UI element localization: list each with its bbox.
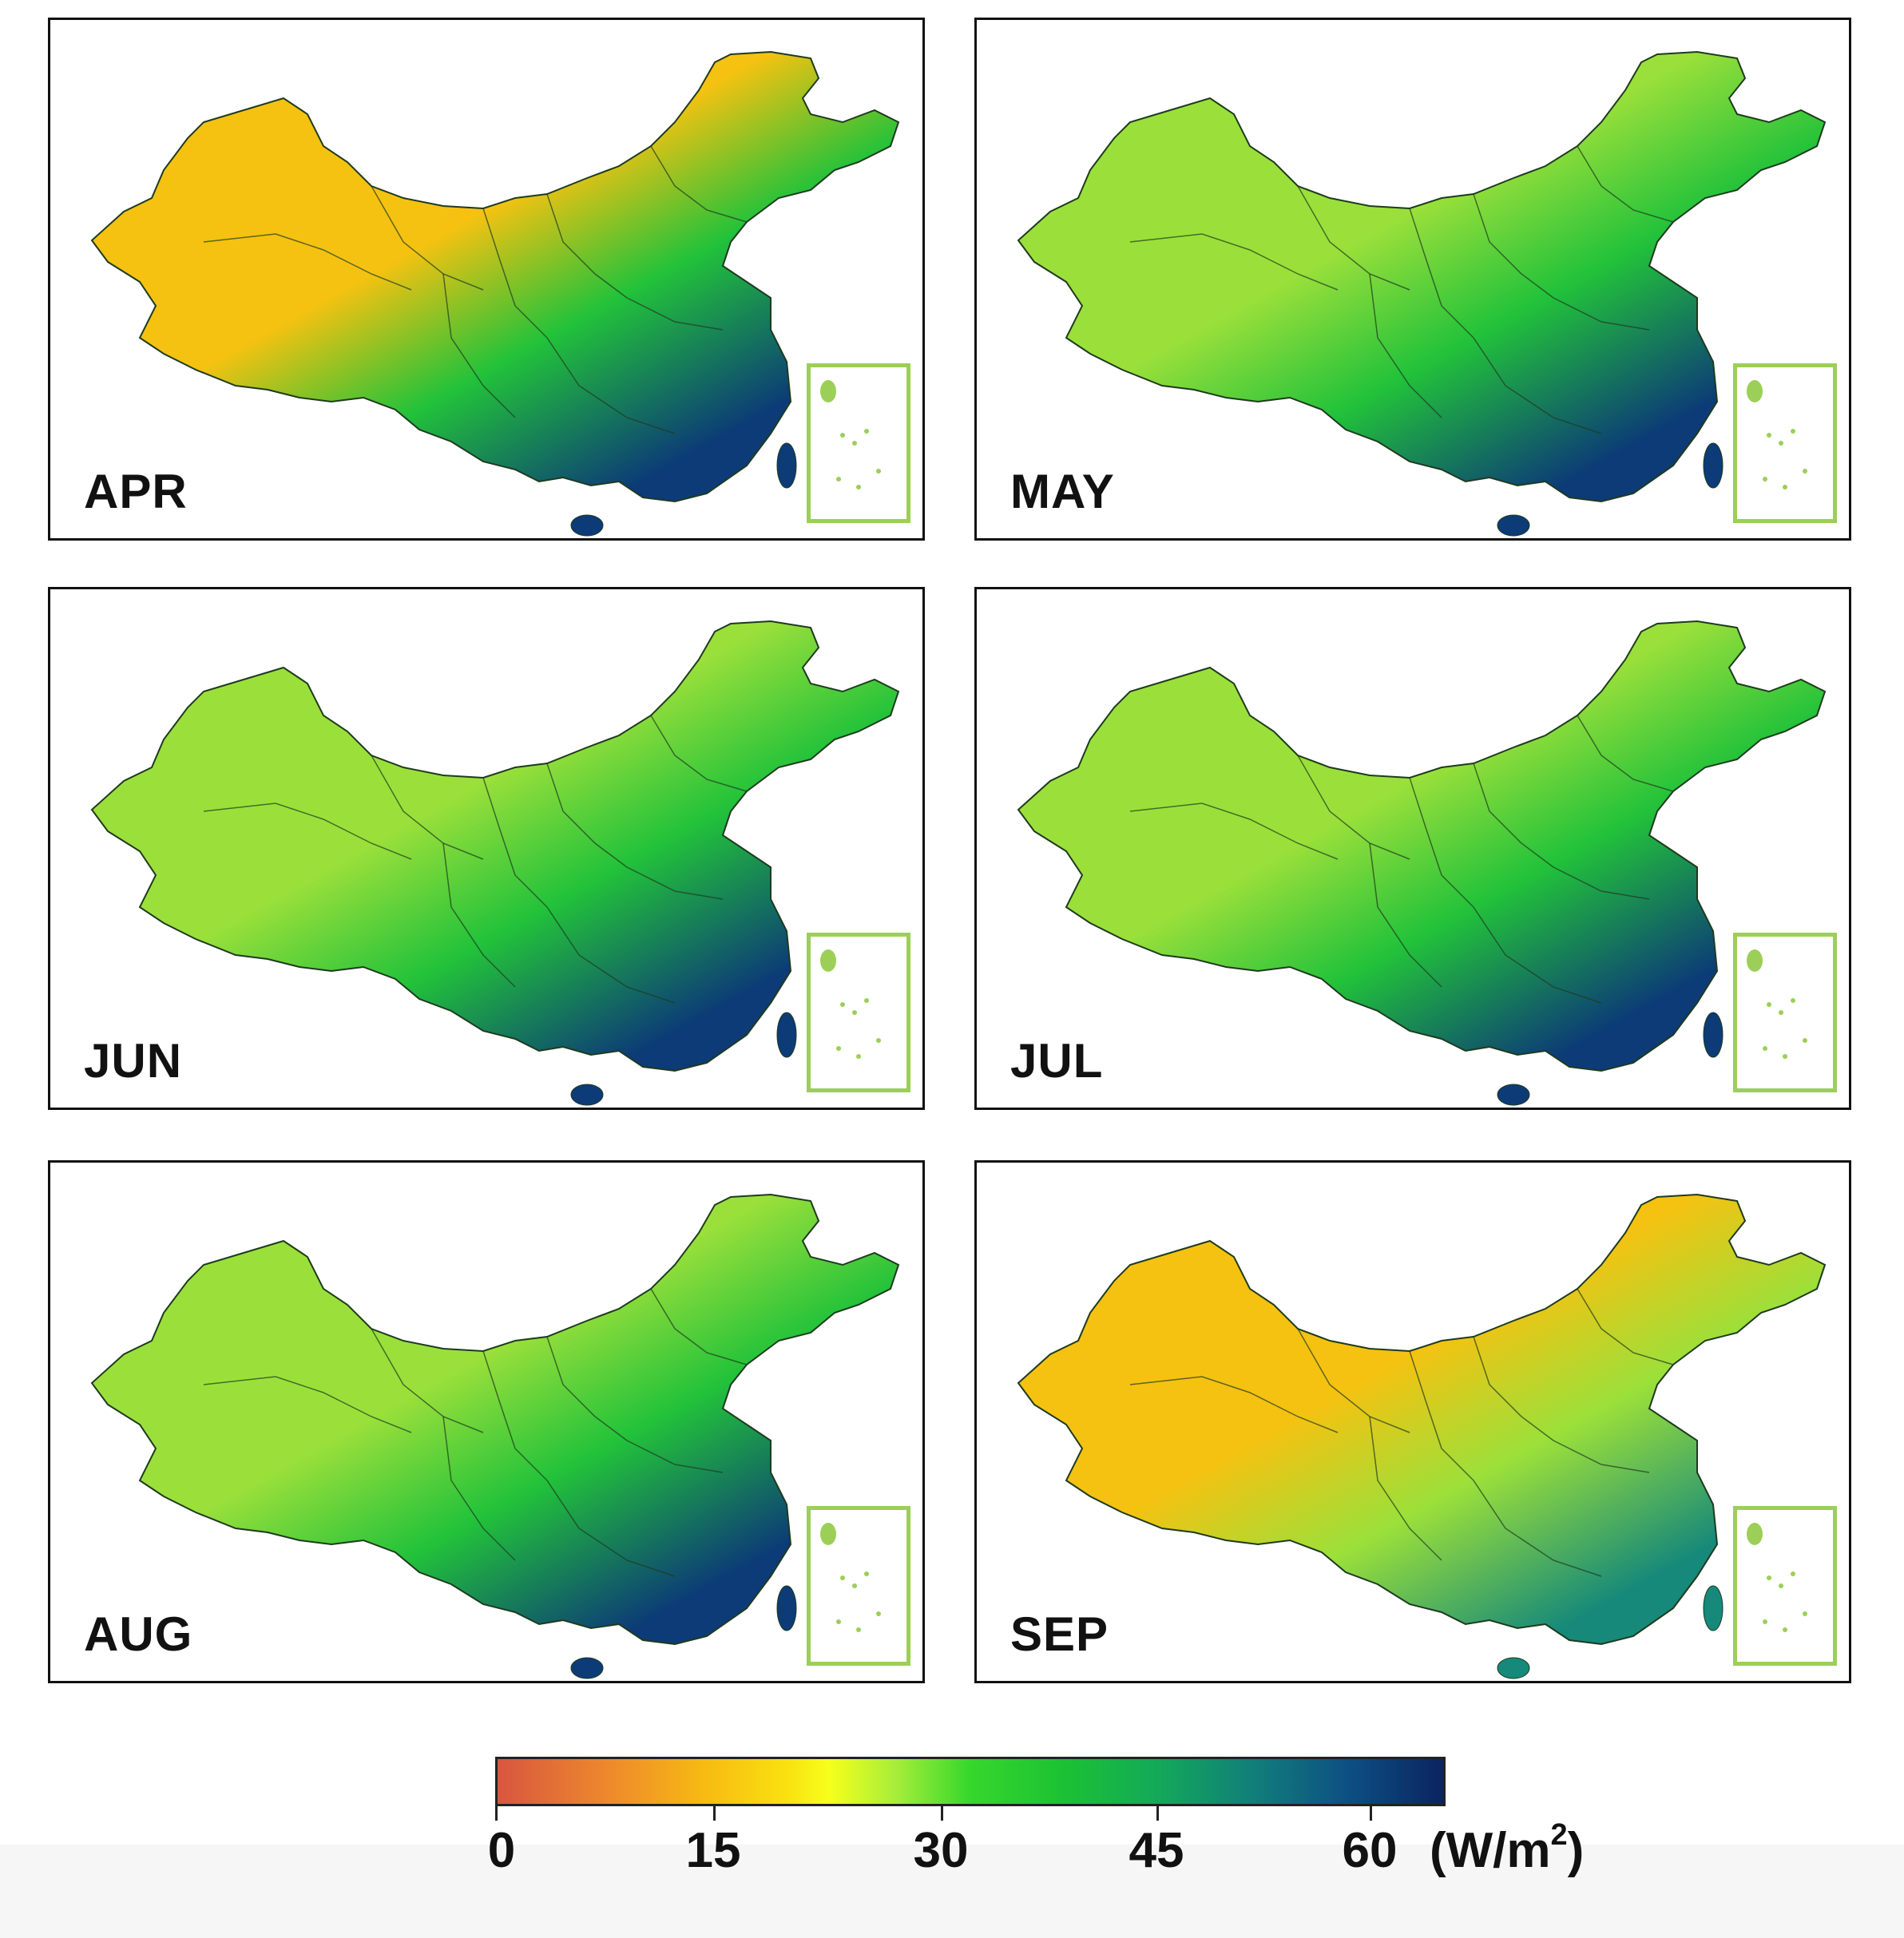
month-label-jul: JUL (1010, 1034, 1104, 1088)
colorbar (495, 1757, 1446, 1806)
map-panel-jul: JUL (974, 587, 1851, 1110)
month-label-sep: SEP (1010, 1607, 1109, 1661)
colorbar-tick (941, 1806, 943, 1821)
colorbar-tick-label: 30 (913, 1823, 969, 1878)
china-landmass (1017, 1193, 1827, 1679)
south-china-sea-inset (1733, 1506, 1837, 1666)
inset-islands (820, 380, 881, 489)
china-map-jul (1017, 620, 1827, 1106)
month-label-aug: AUG (84, 1607, 193, 1661)
colorbar-tick-label: 45 (1129, 1823, 1184, 1878)
colorbar-tick-label: 60 (1342, 1823, 1398, 1878)
china-map-sep (1017, 1193, 1827, 1679)
south-china-sea-inset (1733, 363, 1837, 523)
china-landmass (90, 1193, 900, 1679)
south-china-sea-inset (1733, 933, 1837, 1092)
inset-islands (1747, 1523, 1807, 1632)
colorbar-tick-label: 0 (487, 1823, 516, 1878)
colorbar-tick (713, 1806, 716, 1821)
inset-islands (820, 1523, 881, 1632)
south-china-sea-inset (807, 1506, 910, 1666)
colorbar-tick-label: 15 (685, 1823, 741, 1878)
month-label-may: MAY (1010, 465, 1115, 518)
map-panel-may: MAY (974, 18, 1851, 541)
colorbar-unit-label: (W/m2) (1430, 1820, 1585, 1879)
china-map-jun (90, 620, 900, 1106)
china-landmass (90, 620, 900, 1106)
map-panel-sep: SEP (974, 1160, 1851, 1683)
china-landmass (1017, 620, 1827, 1106)
inset-islands (1747, 949, 1807, 1059)
month-label-apr: APR (84, 465, 188, 518)
map-panel-aug: AUG (48, 1160, 925, 1683)
china-landmass (90, 50, 900, 537)
month-label-jun: JUN (84, 1034, 183, 1088)
colorbar-tick (495, 1806, 498, 1821)
china-map-may (1017, 50, 1827, 537)
inset-islands (1747, 380, 1807, 489)
colorbar-tick (1156, 1806, 1159, 1821)
map-panel-apr: APR (48, 18, 925, 541)
inset-islands (820, 949, 881, 1059)
unit-superscript: 2 (1550, 1818, 1568, 1852)
unit-prefix: (W/m (1430, 1823, 1551, 1878)
map-panel-jun: JUN (48, 587, 925, 1110)
china-landmass (1017, 50, 1827, 537)
south-china-sea-inset (807, 933, 910, 1092)
south-china-sea-inset (807, 363, 910, 523)
colorbar-tick (1370, 1806, 1372, 1821)
china-map-apr (90, 50, 900, 537)
unit-suffix: ) (1567, 1823, 1585, 1878)
bottom-band (0, 1845, 1904, 1938)
china-map-aug (90, 1193, 900, 1679)
